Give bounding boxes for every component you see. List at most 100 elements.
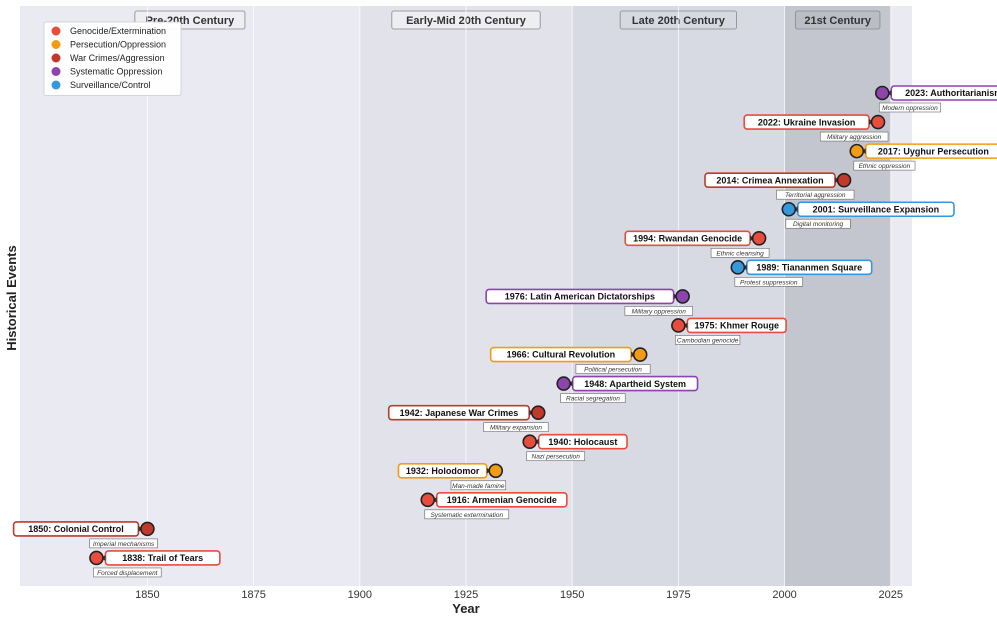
event-label: 1948: Apartheid System	[584, 379, 686, 389]
event-2017: 2017: Uyghur Persecution Ethnic oppressio…	[849, 143, 997, 171]
event-1916: 1916: Armenian Genocide Systematic exterm…	[420, 492, 568, 520]
legend-box	[43, 21, 182, 96]
grid-lines	[146, 6, 892, 586]
event-marker	[849, 143, 865, 159]
annotation-box	[734, 277, 803, 287]
annotation-box	[560, 393, 626, 403]
event-marker	[556, 376, 571, 391]
annotation-box	[89, 538, 158, 549]
event-marker	[781, 201, 797, 217]
legend-marker	[51, 40, 61, 49]
annotation-box	[819, 131, 889, 142]
event-label: 1838: Trail of Tears	[122, 553, 203, 563]
annotation-box	[526, 451, 586, 462]
event-marker	[420, 492, 436, 508]
event-annotation: Military oppression	[632, 308, 687, 315]
annotation-box	[878, 102, 941, 113]
event-label: 2023: Authoritarianism	[905, 88, 997, 98]
event-label: 1916: Armenian Genocide	[447, 495, 557, 505]
era-band	[784, 6, 891, 586]
legend-entry: Systematic Oppression	[70, 67, 163, 77]
event-label-box	[489, 346, 632, 363]
event-annotation: Nazi persecution	[532, 454, 581, 461]
annotation-box	[624, 306, 693, 316]
event-annotation: Systematic extermination	[430, 512, 503, 519]
event-1948: 1948: Apartheid System Racial segregation	[556, 375, 699, 403]
event-annotation: Territorial aggression	[785, 192, 846, 199]
event-annotation: Cambodian genocide	[677, 337, 739, 344]
legend-marker	[51, 53, 61, 63]
event-label: 2022: Ukraine Invasion	[758, 117, 856, 127]
annotation-box	[675, 335, 741, 345]
event-label: 1850: Colonial Control	[28, 524, 124, 534]
event-1850: 1850: Colonial Control Imperial mechanism…	[12, 521, 158, 549]
event-label: 2001: Surveillance Expansion	[813, 204, 940, 214]
x-tick-label: 1925	[454, 589, 478, 601]
event-1976: 1976: Latin American Dictatorships Milita…	[485, 288, 693, 316]
legend-marker	[51, 67, 61, 76]
legend-entry: Surveillance/Control	[70, 80, 151, 90]
event-annotation: Racial segregation	[566, 396, 620, 403]
annotation-box	[450, 480, 507, 491]
event-label-box	[485, 288, 675, 305]
event-marker	[870, 114, 886, 130]
x-axis-label: Year	[452, 601, 479, 616]
annotation-box	[710, 248, 770, 258]
event-1940: 1940: Holocaust Nazi persecution	[522, 433, 628, 462]
annotation-box	[776, 189, 855, 200]
event-2022: 2022: Ukraine Invasion Military aggressio…	[743, 114, 889, 142]
x-axis-ticks: 1850 1875 1900 1925 1950 1975 2000 2025	[135, 589, 903, 601]
event-marker	[730, 260, 746, 275]
event-label: 1994: Rwandan Genocide	[633, 234, 742, 244]
event-marker	[632, 347, 648, 362]
event-2014: 2014: Crimea Annexation Territorial aggre…	[704, 172, 855, 200]
event-1932: 1932: Holodomor Man-made famine	[397, 462, 507, 491]
event-label: 1989: Tiananmen Square	[756, 263, 862, 273]
event-marker	[751, 231, 767, 246]
event-marker	[488, 463, 504, 479]
annotation-box	[575, 364, 651, 374]
event-1989: 1989: Tiananmen Square Protest suppressio…	[730, 259, 873, 287]
event-1838: 1838: Trail of Tears Forced displacement	[89, 550, 221, 578]
event-1942: 1942: Japanese War Crimes Military expans…	[387, 404, 549, 432]
annotation-box	[853, 160, 916, 171]
event-label: 1975: Khmer Rouge	[694, 321, 779, 331]
legend-entry: Persecution/Oppression	[70, 40, 166, 50]
x-tick-label: 2000	[772, 589, 796, 601]
x-tick-label: 1975	[666, 589, 690, 601]
x-tick-label: 2025	[879, 589, 903, 601]
event-annotation: Ethnic oppression	[859, 163, 911, 170]
event-annotation: Modern oppression	[882, 105, 938, 112]
event-annotation: Protest suppression	[740, 279, 798, 286]
legend-marker	[51, 80, 61, 90]
annotation-box	[785, 218, 851, 229]
event-annotation: Digital monitoring	[793, 221, 844, 228]
event-annotation: Man-made famine	[452, 483, 505, 490]
event-marker	[671, 318, 686, 333]
event-annotation: Forced displacement	[97, 570, 159, 577]
x-tick-label: 1900	[348, 589, 372, 601]
x-tick-label: 1950	[560, 589, 584, 601]
event-marker	[522, 434, 538, 450]
event-annotation: Military expansion	[490, 425, 542, 432]
event-marker	[874, 85, 890, 101]
event-marker	[675, 289, 690, 304]
legend-entry: Genocide/Extermination	[70, 26, 166, 36]
annotation-box	[483, 422, 549, 432]
event-1975: 1975: Khmer Rouge Cambodian genocide	[671, 317, 787, 345]
event-label: 1966: Cultural Revolution	[507, 350, 616, 360]
y-axis-label: Historical Events	[4, 245, 19, 351]
event-label: 2014: Crimea Annexation	[716, 175, 823, 185]
event-1994: 1994: Rwandan Genocide Ethnic cleansing	[624, 230, 770, 258]
event-label: 2017: Uyghur Persecution	[878, 146, 989, 156]
event-label: 1932: Holodomor	[406, 466, 480, 476]
event-marker	[89, 550, 104, 566]
x-tick-label: 1875	[241, 589, 265, 601]
event-2001: 2001: Surveillance Expansion Digital moni…	[781, 201, 955, 229]
legend-marker	[51, 26, 61, 36]
era-label-box	[794, 10, 881, 30]
event-2023: 2023: Authoritarianism Modern oppression	[874, 85, 997, 113]
annotation-box	[424, 509, 510, 520]
